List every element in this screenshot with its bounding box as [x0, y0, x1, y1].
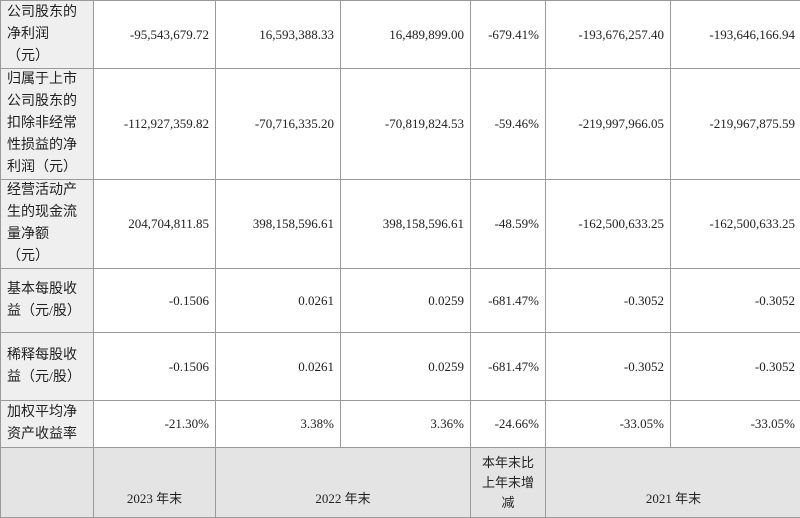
value-cell: 0.0259	[341, 269, 471, 333]
value-cell: -59.46%	[471, 69, 546, 180]
row-label: 加权平均净资产收益率	[7, 402, 79, 446]
value-cell: -219,967,875.59	[671, 69, 800, 180]
header-cell: 2021 年末	[546, 448, 800, 518]
value-cell: 398,158,596.61	[341, 180, 471, 269]
value-cell: -33.05%	[671, 401, 800, 448]
value-cell: 16,489,899.00	[341, 1, 471, 69]
value-cell: 16,593,388.33	[216, 1, 341, 69]
value-cell: 204,704,811.85	[94, 180, 216, 269]
value-cell: -0.3052	[671, 333, 800, 401]
value-cell: -0.3052	[671, 269, 800, 333]
value-cell: 0.0261	[216, 333, 341, 401]
value-cell: -0.1506	[94, 269, 216, 333]
row-label-cell: 稀释每股收益（元/股）	[1, 333, 94, 401]
value-cell: -0.1506	[94, 333, 216, 401]
value-cell: -95,543,679.72	[94, 1, 216, 69]
value-cell: -70,819,824.53	[341, 69, 471, 180]
value-cell: 398,158,596.61	[216, 180, 341, 269]
value-cell: -70,716,335.20	[216, 69, 341, 180]
row-label: 归属于上市公司股东的扣除非经常性损益的净利润（元）	[7, 69, 79, 179]
header-cell: 2022 年末	[216, 448, 471, 518]
value-cell: -162,500,633.25	[671, 180, 800, 269]
value-cell: -193,646,166.94	[671, 1, 800, 69]
row-label: 经营活动产生的现金流量净额（元）	[7, 180, 79, 268]
value-cell: -33.05%	[546, 401, 671, 448]
value-cell: -681.47%	[471, 333, 546, 401]
row-label-cell: 归属于上市公司股东的扣除非经常性损益的净利润（元）	[1, 69, 94, 180]
value-cell: 3.38%	[216, 401, 341, 448]
value-cell: -162,500,633.25	[546, 180, 671, 269]
row-label-cell: 经营活动产生的现金流量净额（元）	[1, 180, 94, 269]
value-cell: 0.0261	[216, 269, 341, 333]
value-cell: -0.3052	[546, 269, 671, 333]
row-label: 稀释每股收益（元/股）	[7, 345, 79, 389]
value-cell: -0.3052	[546, 333, 671, 401]
header-cell: 2023 年末	[94, 448, 216, 518]
value-cell: 3.36%	[341, 401, 471, 448]
row-label-cell: 基本每股收益（元/股）	[1, 269, 94, 333]
table-row: 加权平均净资产收益率-21.30%3.38%3.36%-24.66%-33.05…	[1, 401, 800, 448]
value-cell: -112,927,359.82	[94, 69, 216, 180]
value-cell: -219,997,966.05	[546, 69, 671, 180]
value-cell: -679.41%	[471, 1, 546, 69]
header-empty-cell	[1, 448, 94, 518]
value-cell: -21.30%	[94, 401, 216, 448]
value-cell: 0.0259	[341, 333, 471, 401]
row-label-cell: 加权平均净资产收益率	[1, 401, 94, 448]
value-cell: -24.66%	[471, 401, 546, 448]
value-cell: -681.47%	[471, 269, 546, 333]
header-label: 本年末比上年末增减	[480, 453, 536, 513]
value-cell: -48.59%	[471, 180, 546, 269]
row-label: 公司股东的净利润（元）	[7, 2, 79, 68]
header-cell: 本年末比上年末增减	[471, 448, 546, 518]
table-row: 归属于上市公司股东的扣除非经常性损益的净利润（元）-112,927,359.82…	[1, 69, 800, 180]
value-cell: -193,676,257.40	[546, 1, 671, 69]
row-label-cell: 公司股东的净利润（元）	[1, 1, 94, 69]
row-label: 基本每股收益（元/股）	[7, 279, 79, 323]
